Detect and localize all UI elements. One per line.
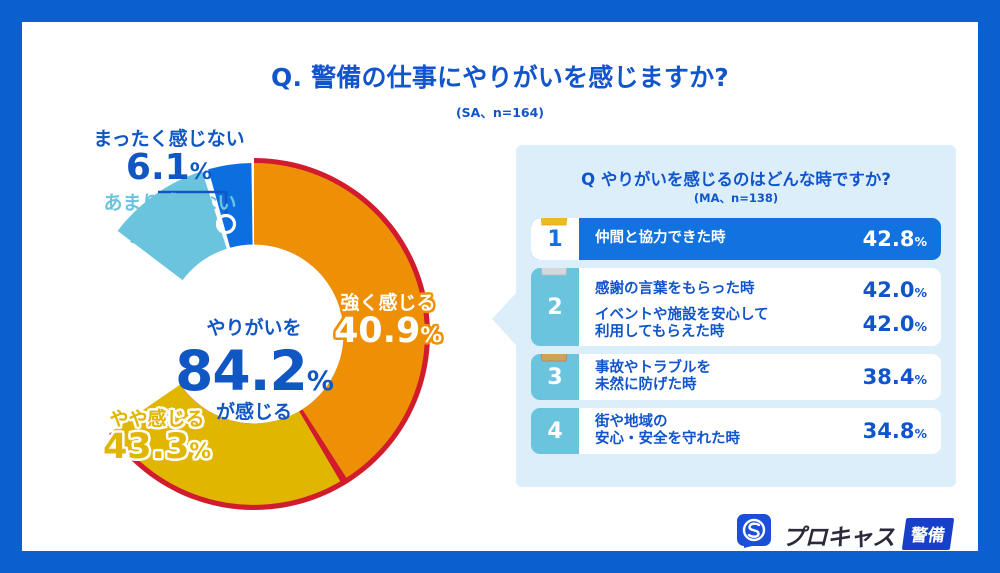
- rank-entry-value: 42.0%: [862, 278, 927, 302]
- slice-strong: [254, 163, 425, 478]
- rank-entry: 仲間と協力できた時 42.8%: [579, 218, 941, 260]
- rank-entry-value: 34.8%: [862, 419, 927, 444]
- silver-crown-icon: [541, 268, 567, 276]
- ranking-row[interactable]: 2 感謝の言葉をもらった時 42.0% イベントや施設を安心して 利用してもらえ…: [531, 268, 941, 347]
- slice-label-strong-name: 強く感じる: [340, 292, 436, 314]
- rank-entries: 仲間と協力できた時 42.8%: [579, 218, 941, 260]
- rank-number: 3: [531, 354, 579, 401]
- rank-entry-value: 42.0%: [862, 312, 927, 337]
- rank-entry-value: 42.8%: [862, 227, 927, 251]
- slice-label-some-name: やや感じる: [109, 408, 205, 430]
- ranking-row[interactable]: 1 仲間と協力できた時 42.8%: [531, 218, 941, 260]
- slice-some: [112, 384, 341, 505]
- rank-entry: イベントや施設を安心して 利用してもらえた時 42.0%: [579, 307, 941, 341]
- slice-none: [208, 163, 253, 248]
- logo-badge: 警備: [901, 518, 955, 550]
- pie-chart: やりがいを 84.2% が感じる まったく感じない 6.1% あまり感じない 9…: [42, 122, 512, 522]
- slice-label-some: やや感じる 43.3%: [72, 408, 242, 468]
- pie-chart-svg: [109, 158, 430, 510]
- page-subtitle: (SA、n=164): [455, 105, 545, 120]
- rank-entry: 街や地域の 安心・安全を守れた時 34.8%: [579, 408, 941, 454]
- slice-label-little-value: 9.8%: [126, 211, 214, 253]
- page-title: Q. 警備の仕事にやりがいを感じますか?: [271, 63, 729, 92]
- slice-label-little: あまり感じない 9.8%: [70, 192, 270, 253]
- bronze-crown-icon: [541, 354, 567, 362]
- ranking-row[interactable]: 4 街や地域の 安心・安全を守れた時 34.8%: [531, 408, 941, 455]
- ranking-panel: Q やりがいを感じるのはどんな時ですか? (MA、n=138) 1 仲間と協力で…: [492, 145, 956, 487]
- brand-logo: プロキャス 警備: [736, 511, 956, 553]
- leader-dot: [215, 213, 237, 235]
- slice-label-strong: 強く感じる 40.9%: [308, 292, 468, 352]
- rank-entry-value: 38.4%: [862, 365, 927, 390]
- rank-number: 2: [531, 268, 579, 347]
- panel-title: Q やりがいを感じるのはどんな時ですか?: [581, 170, 891, 189]
- slice-label-none-name: まったく感じない: [93, 128, 245, 150]
- rank-entry-label: 仲間と協力できた時: [595, 230, 726, 247]
- panel-subtitle: (MA、n=138): [693, 191, 779, 205]
- ranking-list: 1 仲間と協力できた時 42.8% 2: [531, 218, 941, 462]
- rank-number: 4: [531, 408, 579, 455]
- rank-entries: 感謝の言葉をもらった時 42.0% イベントや施設を安心して 利用してもらえた時…: [579, 268, 941, 346]
- slice-label-strong-value: 40.9%: [333, 311, 443, 352]
- poster-frame: Q. 警備の仕事にやりがいを感じますか? (SA、n=164) やりが: [22, 22, 978, 551]
- ranking-row[interactable]: 3 事故やトラブルを 未然に防げた時 38.4%: [531, 354, 941, 401]
- rank-entries: 事故やトラブルを 未然に防げた時 38.4%: [579, 354, 941, 400]
- gold-crown-icon: [541, 218, 567, 226]
- slice-label-none: まったく感じない 6.1%: [64, 128, 274, 189]
- rank-entry: 感謝の言葉をもらった時 42.0%: [579, 273, 941, 307]
- procas-s-icon: [737, 514, 771, 548]
- rank-entries: 街や地域の 安心・安全を守れた時 34.8%: [579, 408, 941, 454]
- logo-name: プロキャス: [782, 525, 895, 551]
- slice-little: [117, 171, 227, 281]
- rank-entry-label: 事故やトラブルを 未然に防げた時: [595, 360, 711, 394]
- leader-line: [158, 190, 228, 216]
- rank-entry-label: イベントや施設を安心して 利用してもらえた時: [595, 307, 769, 341]
- rank-entry: 事故やトラブルを 未然に防げた時 38.4%: [579, 354, 941, 400]
- rank-entry-label: 街や地域の 安心・安全を守れた時: [595, 414, 740, 448]
- slice-label-some-value: 43.3%: [102, 427, 212, 468]
- slice-label-little-name: あまり感じない: [103, 192, 237, 214]
- rank-entry-label: 感謝の言葉をもらった時: [595, 281, 755, 298]
- panel-pointer-arrow: [492, 293, 516, 345]
- slice-label-none-value: 6.1%: [125, 147, 213, 189]
